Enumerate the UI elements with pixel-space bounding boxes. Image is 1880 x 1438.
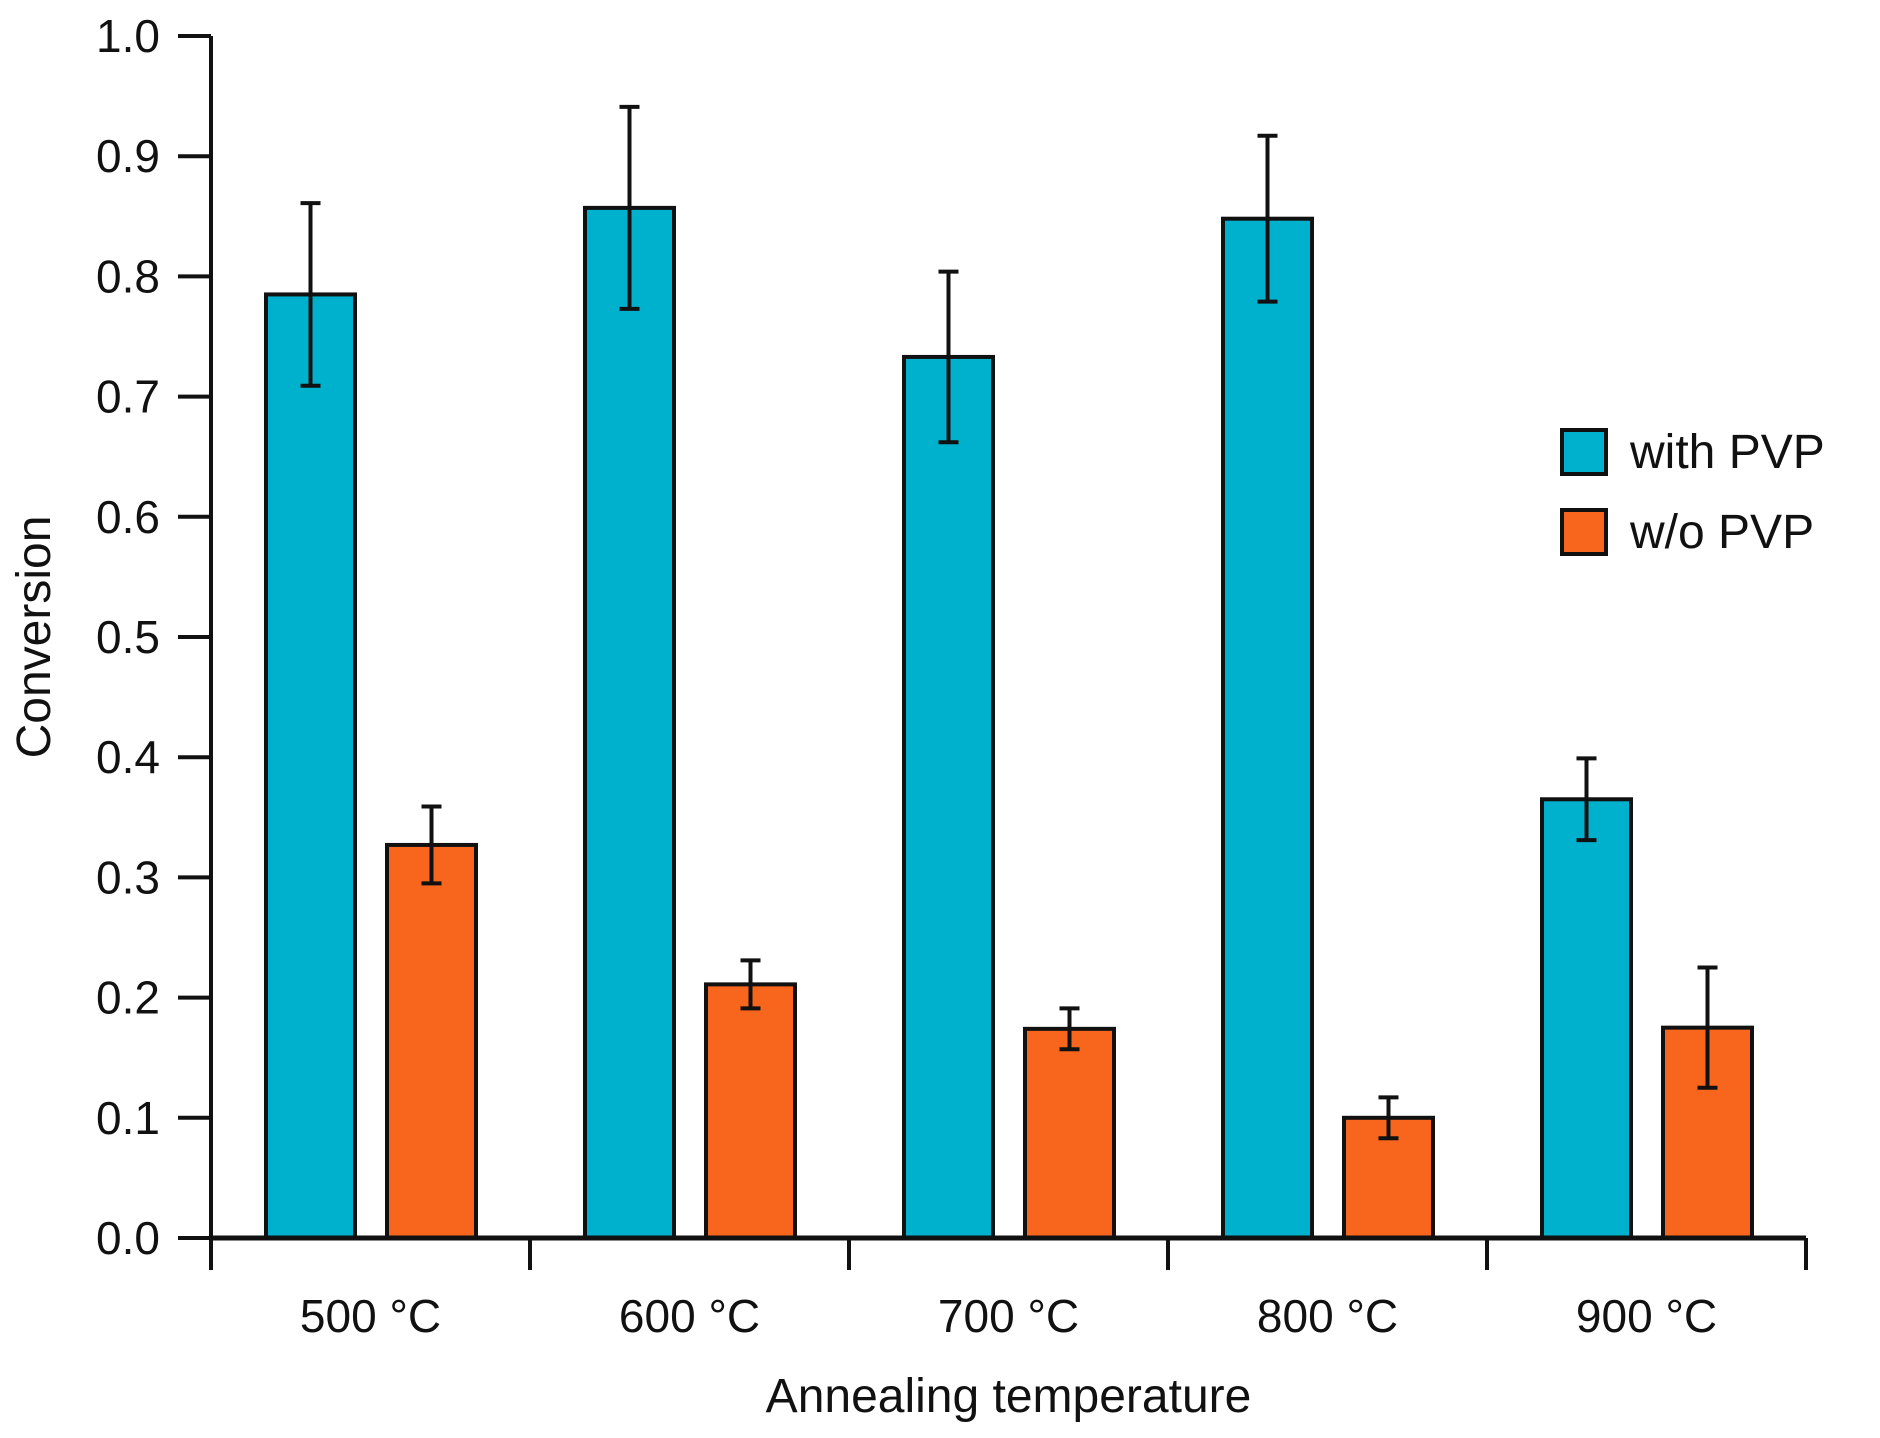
- x-tick-label: 600 °C: [619, 1290, 760, 1342]
- legend-swatch-wo-pvp: [1560, 508, 1608, 556]
- error-bar: [619, 104, 640, 311]
- bars-layer: [264, 205, 1754, 1241]
- error-bar: [300, 201, 321, 388]
- y-tick-label: 0.2: [96, 972, 160, 1024]
- legend: with PVP w/o PVP: [1560, 426, 1825, 559]
- error-bar: [1697, 965, 1718, 1090]
- y-ticks: 0.0 0.1 0.2 0.3 0.4 0.5 0.6 0.7 0.8 0.9 1.0: [96, 10, 211, 1264]
- error-bar: [1257, 133, 1278, 304]
- y-tick-label: 0.9: [96, 130, 160, 182]
- y-tick-label: 0.3: [96, 851, 160, 903]
- error-bar: [740, 958, 761, 1011]
- x-tick-label: 900 °C: [1576, 1290, 1717, 1342]
- bar-with-pvp: [902, 354, 995, 1240]
- bar-wo-pvp: [1023, 1026, 1116, 1241]
- error-bar: [1378, 1095, 1399, 1141]
- bar-with-pvp: [264, 292, 357, 1240]
- error-bar: [938, 269, 959, 445]
- y-tick-label: 1.0: [96, 10, 160, 62]
- y-tick-label: 0.5: [96, 611, 160, 663]
- x-ticks: 500 °C 600 °C 700 °C 800 °C 900 °C: [209, 1238, 1808, 1342]
- bar-with-pvp: [583, 205, 676, 1241]
- y-tick-label: 0.7: [96, 371, 160, 423]
- error-bars-layer: [300, 104, 1718, 1141]
- x-tick-label: 700 °C: [938, 1290, 1079, 1342]
- error-bar: [1576, 756, 1597, 843]
- x-tick-label: 800 °C: [1257, 1290, 1398, 1342]
- bar-with-pvp: [1221, 216, 1314, 1241]
- legend-label-wo-pvp: w/o PVP: [1629, 506, 1814, 559]
- y-tick-label: 0.6: [96, 491, 160, 543]
- y-tick-label: 0.4: [96, 731, 160, 783]
- y-tick-label: 0.1: [96, 1092, 160, 1144]
- bar-wo-pvp: [385, 842, 478, 1240]
- bar-with-pvp: [1540, 797, 1633, 1241]
- error-bar: [421, 804, 442, 886]
- error-bar: [1059, 1006, 1080, 1052]
- y-tick-label: 0.0: [96, 1212, 160, 1264]
- y-tick-label: 0.8: [96, 250, 160, 302]
- x-tick-label: 500 °C: [300, 1290, 441, 1342]
- x-axis-title: Annealing temperature: [766, 1370, 1252, 1423]
- legend-label-with-pvp: with PVP: [1629, 426, 1825, 479]
- legend-swatch-with-pvp: [1560, 428, 1608, 476]
- y-axis-title: Conversion: [8, 516, 61, 759]
- bar-wo-pvp: [704, 982, 797, 1240]
